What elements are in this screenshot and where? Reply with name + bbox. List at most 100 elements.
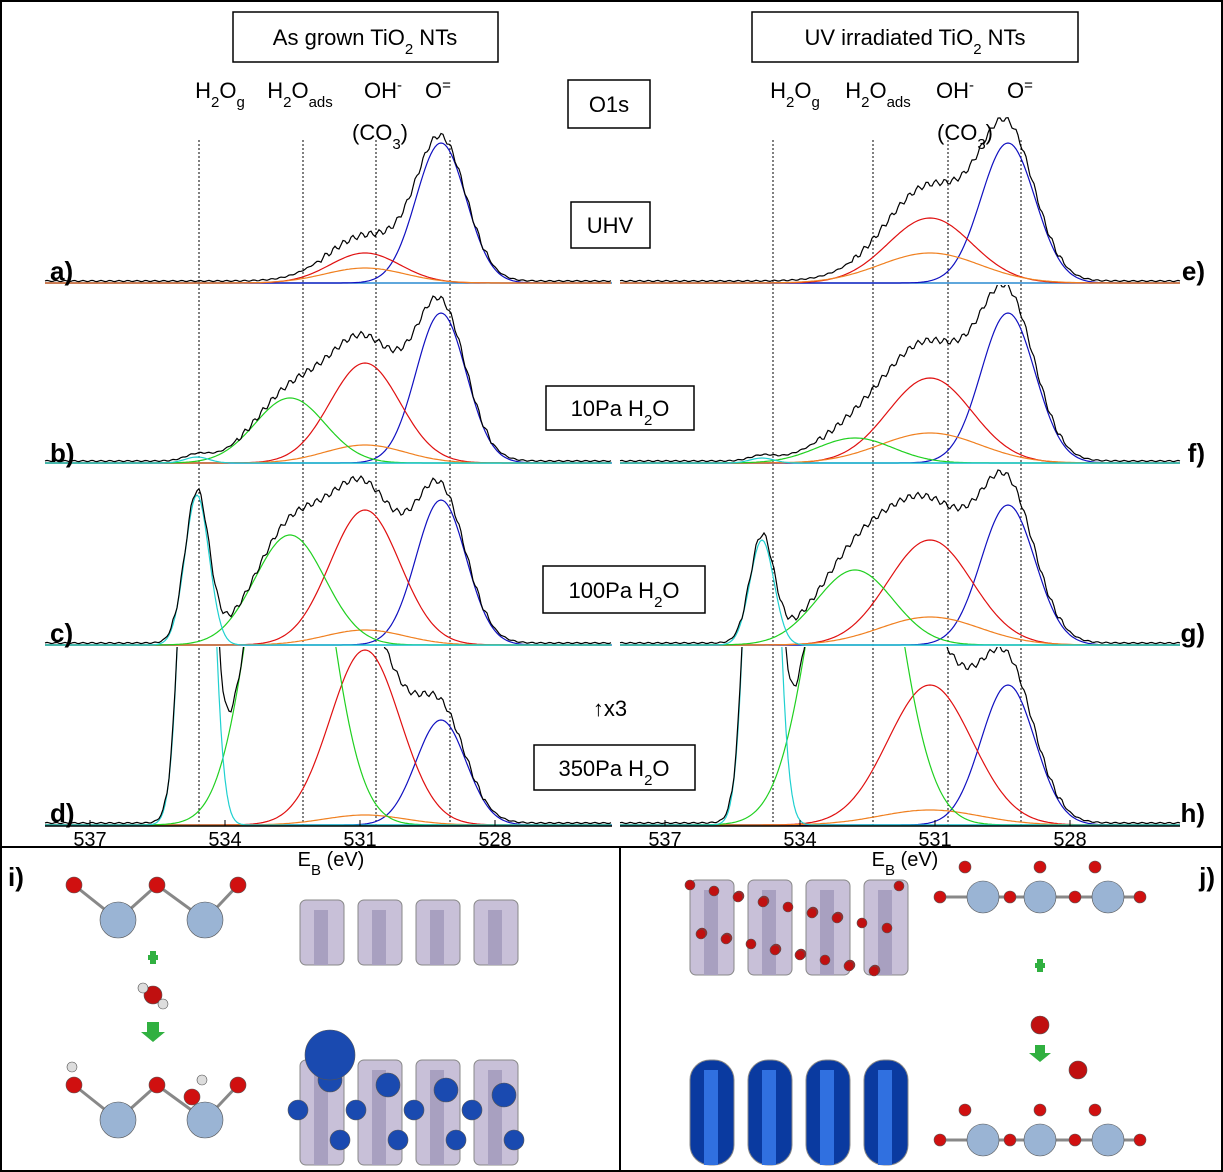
spectra bbox=[44, 117, 1181, 827]
atom bbox=[856, 917, 868, 929]
peak-label: OH- bbox=[936, 77, 974, 104]
measured-curve bbox=[619, 117, 1181, 283]
text-part: O bbox=[794, 78, 811, 103]
atom bbox=[387, 1129, 409, 1151]
fit-curve bbox=[45, 647, 611, 826]
nanotube-core bbox=[704, 1070, 718, 1165]
text-part: O bbox=[1007, 78, 1024, 103]
text-part: 2 bbox=[861, 94, 869, 111]
condition-label: 100Pa H2O bbox=[568, 578, 679, 611]
atom bbox=[1133, 890, 1147, 904]
atom bbox=[966, 880, 1000, 914]
label-box bbox=[533, 744, 696, 791]
text-part: O bbox=[291, 78, 308, 103]
atom bbox=[66, 1061, 78, 1073]
text-part: 3 bbox=[392, 136, 400, 153]
condition-label: 350Pa H2O bbox=[558, 756, 669, 789]
peak-label: OH- bbox=[364, 77, 402, 104]
atom bbox=[1023, 1123, 1057, 1157]
measured-curve bbox=[44, 475, 612, 645]
text-part: 2 bbox=[973, 41, 981, 58]
fit-curve bbox=[45, 252, 611, 284]
fit-curve bbox=[620, 312, 1180, 464]
text-part: = bbox=[1024, 77, 1033, 94]
panel-label: h) bbox=[1180, 798, 1205, 828]
x-tick-label: 534 bbox=[783, 829, 816, 851]
fit-curve bbox=[620, 142, 1180, 284]
atom bbox=[708, 885, 720, 897]
atom bbox=[345, 1099, 367, 1121]
text-part: 2 bbox=[211, 94, 219, 111]
text-part: E bbox=[298, 849, 311, 871]
fit-curve bbox=[620, 647, 1180, 826]
atom bbox=[65, 876, 83, 894]
panel-label: c) bbox=[50, 618, 73, 648]
text-part: 2 bbox=[786, 94, 794, 111]
condition-title: UV irradiated TiO2 NTs bbox=[804, 25, 1025, 58]
text-part: (CO bbox=[937, 120, 977, 145]
peak-label: O= bbox=[425, 77, 451, 104]
x-tick-label: 528 bbox=[478, 829, 511, 851]
spectrum bbox=[44, 475, 612, 646]
text-part: ) bbox=[986, 120, 993, 145]
panel-label: f) bbox=[1188, 438, 1205, 468]
atom bbox=[745, 938, 757, 950]
text-part: = bbox=[442, 77, 451, 94]
fit-curve bbox=[45, 719, 611, 826]
text-part: O bbox=[652, 396, 669, 421]
panel-label: b) bbox=[50, 438, 75, 468]
peak-label: (CO3) bbox=[937, 120, 993, 153]
plus bbox=[148, 951, 158, 964]
text-part: B bbox=[885, 862, 895, 879]
fit-curve bbox=[620, 432, 1180, 464]
label-box bbox=[751, 11, 1079, 63]
text-part: 2 bbox=[283, 94, 291, 111]
panel-label: i) bbox=[8, 862, 24, 892]
nanotube-core bbox=[314, 910, 328, 965]
text-part: 10Pa H bbox=[571, 396, 644, 421]
x-tick-label: 537 bbox=[73, 829, 106, 851]
measured-curve bbox=[619, 285, 1181, 463]
text-part: O bbox=[662, 578, 679, 603]
text-part: H bbox=[267, 78, 283, 103]
atom bbox=[1068, 890, 1082, 904]
atom bbox=[1068, 1133, 1082, 1147]
fit-curve bbox=[45, 362, 611, 464]
label-box bbox=[570, 201, 651, 249]
fit-curve bbox=[620, 539, 1180, 646]
atom bbox=[329, 1129, 351, 1151]
panel-label: j) bbox=[1198, 862, 1215, 892]
text-part: ) bbox=[401, 120, 408, 145]
atom bbox=[843, 960, 855, 972]
atom bbox=[868, 965, 880, 977]
atom bbox=[65, 1076, 83, 1094]
atom bbox=[186, 1101, 224, 1139]
spectrum bbox=[44, 132, 612, 284]
text-part: O bbox=[652, 756, 669, 781]
nanotube-core bbox=[488, 910, 502, 965]
panel-label: e) bbox=[1182, 256, 1205, 286]
panel-label: a) bbox=[50, 256, 73, 286]
text-part: g bbox=[237, 94, 245, 111]
spectrum bbox=[619, 469, 1181, 646]
peak-label: H2Og bbox=[770, 78, 820, 111]
atom bbox=[831, 912, 843, 924]
text-part: NTs bbox=[413, 25, 457, 50]
atom bbox=[1133, 1133, 1147, 1147]
atom bbox=[684, 879, 696, 891]
atom bbox=[1030, 1015, 1050, 1035]
condition-title: As grown TiO2 NTs bbox=[273, 25, 457, 58]
atom bbox=[99, 901, 137, 939]
text-part: As grown TiO bbox=[273, 25, 405, 50]
atom bbox=[1088, 1103, 1102, 1117]
atom bbox=[893, 880, 905, 892]
fit-curve bbox=[45, 534, 611, 646]
atom bbox=[183, 1088, 201, 1106]
atom bbox=[1033, 860, 1047, 874]
text-part: 350Pa H bbox=[558, 756, 644, 781]
x-tick-label: 528 bbox=[1053, 829, 1086, 851]
atom bbox=[461, 1099, 483, 1121]
atom bbox=[819, 954, 831, 966]
atom bbox=[99, 1101, 137, 1139]
text-part: UHV bbox=[587, 213, 634, 238]
